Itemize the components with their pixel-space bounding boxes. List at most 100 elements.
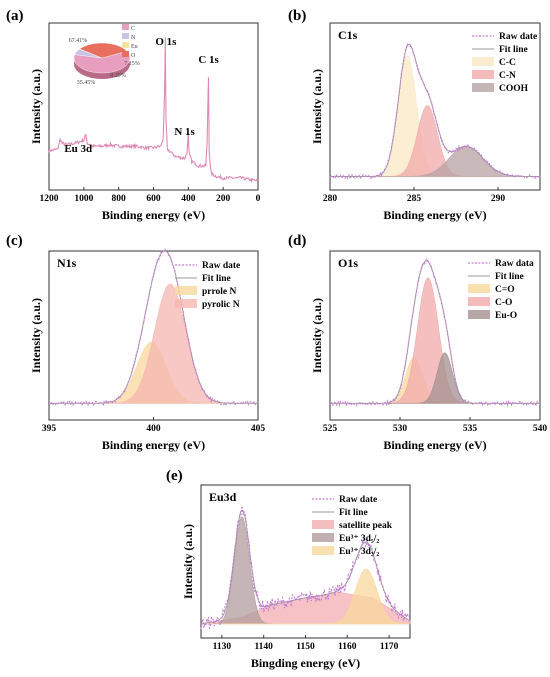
legend-swatch xyxy=(312,533,334,542)
x-tick-label: 290 xyxy=(491,194,506,204)
panel-label: (d) xyxy=(288,233,306,249)
legend-label: prrole N xyxy=(202,287,237,297)
pie-legend-label: Eu xyxy=(131,44,138,50)
x-tick-label: 400 xyxy=(181,194,196,204)
x-tick-label: 405 xyxy=(251,424,266,434)
spectrum-title: N1s xyxy=(57,256,77,270)
legend-swatch xyxy=(472,83,494,92)
pie-legend-swatch xyxy=(122,42,129,48)
legend-label: C=O xyxy=(495,285,515,295)
x-tick-label: 530 xyxy=(393,424,408,434)
pie-percent-label: 35.45% xyxy=(77,80,96,86)
pie-percent-label: 7.15% xyxy=(124,61,140,67)
x-tick-label: 540 xyxy=(533,424,548,434)
legend-swatch xyxy=(468,297,490,306)
legend-swatch xyxy=(175,286,197,295)
peak-label: C 1s xyxy=(198,54,219,66)
x-tick-label: 400 xyxy=(146,424,161,434)
pie-percent-label: 0.29% xyxy=(110,73,126,79)
pie-legend-label: O xyxy=(131,53,136,59)
pie-legend-swatch xyxy=(122,33,129,39)
x-tick-label: 800 xyxy=(112,194,127,204)
panel-e: (e) 1130 1140 1150 1160 1170 Bingding energy (… xyxy=(166,468,411,670)
peak-label: N 1s xyxy=(174,126,195,138)
y-axis-title: Intensity (a.u.) xyxy=(29,69,43,144)
pie-legend-label: C xyxy=(131,26,135,32)
panel-a: (a) 1200 1000 800 600 400 200 0 Binding energy (… xyxy=(6,8,261,222)
spectrum-title: O1s xyxy=(338,256,358,270)
x-tick-label: 535 xyxy=(463,424,478,434)
x-axis-title: Binding energy (eV) xyxy=(102,438,205,452)
legend-label: Fit line xyxy=(499,45,528,55)
legend-label: Fit line xyxy=(202,274,231,284)
legend-label: Fit line xyxy=(339,508,368,518)
legend-label: Eu³⁺ 3d₃/₂ xyxy=(339,547,379,557)
pie-legend-label: N xyxy=(131,35,136,41)
survey-line xyxy=(48,37,259,183)
plot-frame xyxy=(329,250,541,421)
x-tick-label: 600 xyxy=(146,194,161,204)
panel-label: (b) xyxy=(288,8,306,24)
legend-swatch xyxy=(468,310,490,319)
peak-label: Eu 3d xyxy=(64,143,92,155)
x-axis-title: Binding energy (eV) xyxy=(102,208,205,222)
legend-label: C-C xyxy=(499,58,516,68)
legend-label: Raw data xyxy=(495,259,534,269)
legend-swatch xyxy=(468,284,490,293)
x-tick-label: 1170 xyxy=(380,642,399,652)
legend-label: C-N xyxy=(499,71,516,81)
x-tick-label: 395 xyxy=(42,424,57,434)
y-axis-title: Intensity (a.u.) xyxy=(310,298,324,373)
panel-label: (c) xyxy=(6,233,23,249)
plot-frame xyxy=(329,22,541,191)
legend-label: Eu-O xyxy=(495,311,517,321)
x-tick-label: 0 xyxy=(256,194,261,204)
raw-data-line xyxy=(329,258,541,408)
panel-d: (d) 525 530 535 540 Binding energy (eV) Intens… xyxy=(288,233,547,452)
y-axis-title: Intensity (a.u.) xyxy=(310,69,324,144)
fit-line xyxy=(200,509,411,625)
peak-label: O 1s xyxy=(155,36,177,48)
legend-label: COOH xyxy=(499,84,529,94)
x-tick-label: 1130 xyxy=(213,642,232,652)
legend-label: satellite peak xyxy=(339,521,393,531)
x-axis-title: Binding energy (eV) xyxy=(383,208,486,222)
spectrum-title: C1s xyxy=(338,28,358,42)
pie-legend-swatch xyxy=(122,51,129,57)
legend-label: C-O xyxy=(495,298,512,308)
panel-c: (c) 395 400 405 Binding energy (eV) Intensity… xyxy=(6,233,265,452)
raw-data-line xyxy=(329,43,541,180)
x-tick-label: 525 xyxy=(323,424,338,434)
raw-data-line xyxy=(200,505,411,630)
x-tick-label: 1150 xyxy=(296,642,315,652)
legend-swatch xyxy=(312,546,334,555)
raw-data-line xyxy=(48,248,259,407)
spectrum-title: Eu3d xyxy=(209,490,237,504)
pie-slice-c xyxy=(73,50,131,74)
legend-swatch xyxy=(175,299,197,308)
legend-swatch xyxy=(472,57,494,66)
component-area-2 xyxy=(201,568,410,625)
x-tick-label: 285 xyxy=(407,194,422,204)
legend-label: Fit line xyxy=(495,272,524,282)
x-tick-label: 1140 xyxy=(254,642,273,652)
fit-line xyxy=(49,250,258,404)
x-tick-label: 1160 xyxy=(338,642,357,652)
x-tick-label: 280 xyxy=(323,194,338,204)
legend-swatch xyxy=(472,70,494,79)
y-axis-title: Intensity (a.u.) xyxy=(181,524,195,599)
panel-label: (e) xyxy=(166,468,183,484)
pie-slice-o xyxy=(79,42,128,59)
panel-label: (a) xyxy=(6,8,24,24)
panel-b: (b) 280 285 290 Binding energy (eV) Intensity… xyxy=(288,8,541,222)
legend-label: Raw date xyxy=(499,32,537,42)
y-axis-title: Intensity (a.u.) xyxy=(29,298,43,373)
legend-label: pyrolic N xyxy=(202,300,240,310)
pie-percent-label: 67.41% xyxy=(69,38,88,44)
plot-frame xyxy=(48,22,259,191)
legend-label: Raw date xyxy=(339,495,377,505)
legend-label: Raw date xyxy=(202,261,240,271)
legend-swatch xyxy=(312,520,334,529)
pie-legend-swatch xyxy=(122,24,129,30)
